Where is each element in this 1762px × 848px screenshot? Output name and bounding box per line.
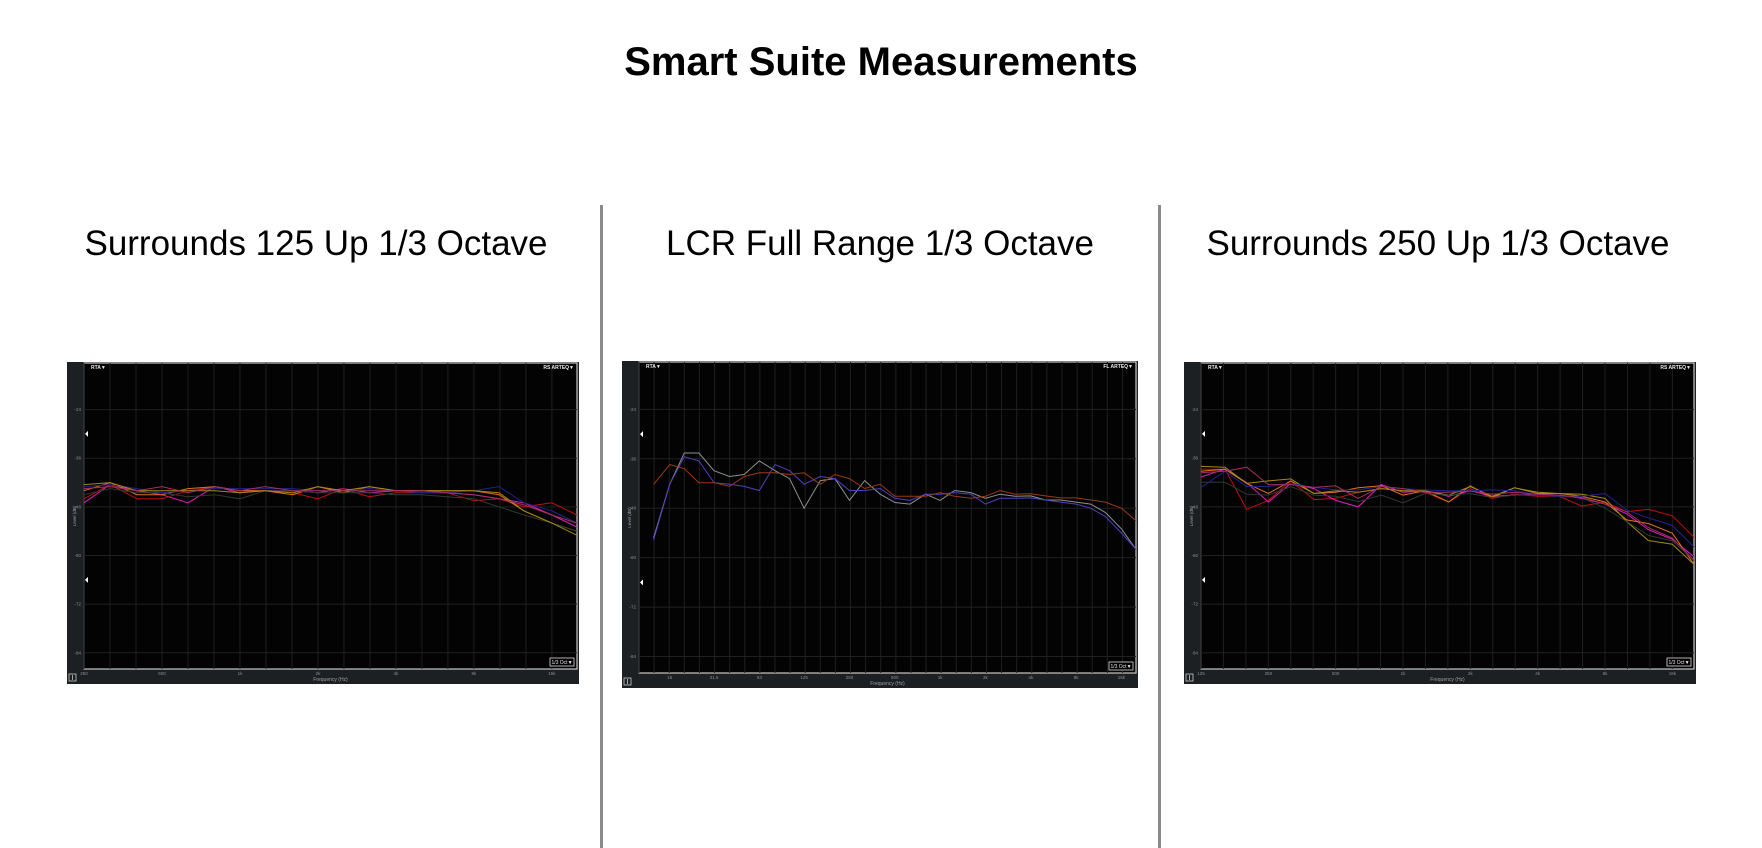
rta-chart-lcr: -24 -36 -48 -60 -72 -84 16 31.5 63 125 250 500 1k 2k 4… [622,361,1138,688]
x-tick-label: 1k [238,671,244,676]
chart-title-surrounds-125: Surrounds 125 Up 1/3 Octave [84,224,548,263]
resolution-dropdown[interactable]: 1/3 Oct▼ [551,660,572,666]
y-tick-label: -60 [1191,553,1198,558]
y-tick-label: -36 [74,456,81,461]
y-tick-label: -60 [74,553,81,558]
expand-icon[interactable] [1185,673,1194,682]
x-tick-label: 250 [80,671,88,676]
y-tick-label: -36 [1191,456,1198,461]
y-tick-label: -84 [629,654,636,659]
y-tick-label: -24 [74,407,81,412]
x-tick-label: 16k [1669,671,1677,676]
channel-dropdown[interactable]: RS ARTEQ▼ [1660,365,1691,371]
y-tick-label: -36 [629,456,636,461]
rta-mode-dropdown[interactable]: RTA▼ [91,365,106,371]
chart-svg: -24 -36 -48 -60 -72 -84 16 31.5 63 125 250 500 1k 2k 4… [623,361,1137,687]
y-tick-label: -60 [629,555,636,560]
chart-title-lcr: LCR Full Range 1/3 Octave [666,224,1094,263]
series-line-trace-1 [653,452,1137,550]
rta-chart-surrounds-250: -24 -36 -48 -60 -72 -84 125 250 500 1k 2k 4k 8k 16k Fr… [1184,362,1696,684]
resolution-dropdown[interactable]: 1/3 Oct▼ [1110,664,1131,670]
y-tick-label: -24 [629,407,636,412]
x-tick-label: 250 [1265,671,1273,676]
resolution-dropdown[interactable]: 1/3 Oct▼ [1668,660,1689,666]
x-tick-label: 2k [1468,671,1474,676]
y-tick-label: -48 [1191,504,1198,509]
expand-icon[interactable] [623,677,632,686]
level-marker-handle[interactable] [1202,430,1205,437]
series-line-trace-2 [83,484,578,516]
series-line-trace-4 [83,488,578,532]
y-tick-label: -72 [74,602,81,607]
level-marker-handle[interactable] [1202,576,1205,583]
level-marker-handle[interactable] [640,579,643,586]
y-tick-label: -72 [1191,602,1198,607]
series-line-trace-2 [653,456,1137,550]
divider-right [1158,205,1161,848]
x-tick-label: 8k [472,671,478,676]
chart-svg: -24 -36 -48 -60 -72 -84 250 500 1k 2k 4k 8k 16k Frequ… [68,362,578,683]
chart-svg: -24 -36 -48 -60 -72 -84 125 250 500 1k 2k 4k 8k 16k Fr… [1185,362,1695,683]
resolution-dropdown-box[interactable] [549,657,575,667]
divider-left [600,205,603,848]
x-tick-label: 4k [394,671,400,676]
x-tick-label: 500 [891,675,899,680]
x-tick-label: 63 [757,675,763,680]
rta-chart-surrounds-125: -24 -36 -48 -60 -72 -84 250 500 1k 2k 4k 8k 16k Frequ… [67,362,579,684]
series-line-trace-7 [83,486,578,524]
resolution-dropdown-box[interactable] [1666,657,1692,667]
level-marker-handle[interactable] [640,431,643,438]
page-title: Smart Suite Measurements [624,40,1138,84]
rta-mode-dropdown[interactable]: RTA▼ [1208,365,1223,371]
x-tick-label: 250 [846,675,854,680]
y-axis-label: Level (dB) [627,507,632,528]
x-tick-label: 2k [983,675,989,680]
y-tick-label: -24 [1191,407,1198,412]
x-tick-label: 16 [667,675,673,680]
x-tick-label: 8k [1603,671,1609,676]
y-tick-label: -48 [74,504,81,509]
y-axis-label: Level (dB) [1189,505,1194,526]
x-axis-label: Frequency (Hz) [313,677,348,683]
plot-area [638,361,1137,674]
channel-dropdown[interactable]: FL ARTEQ▼ [1103,364,1133,370]
series-line-trace-6 [83,482,578,536]
rta-mode-dropdown[interactable]: RTA▼ [646,364,661,370]
x-axis-label: Frequency (Hz) [1430,677,1465,683]
x-tick-label: 125 [800,675,808,680]
level-marker-handle[interactable] [85,430,88,437]
x-tick-label: 125 [1197,671,1205,676]
y-tick-label: -84 [1191,650,1198,655]
x-tick-label: 31.5 [710,675,719,680]
x-axis-label: Frequency (Hz) [870,681,905,687]
x-tick-label: 500 [1332,671,1340,676]
expand-icon[interactable] [68,673,77,682]
x-tick-label: 500 [158,671,166,676]
x-tick-label: 1k [1401,671,1407,676]
x-tick-label: 2k [316,671,322,676]
series-line-trace-3 [1200,468,1695,565]
x-tick-label: 16k [548,671,556,676]
x-tick-label: 4k [1535,671,1541,676]
level-marker-handle[interactable] [85,576,88,583]
resolution-dropdown-box[interactable] [1108,661,1134,671]
y-tick-label: -72 [629,605,636,610]
x-tick-label: 1k [938,675,944,680]
y-tick-label: -48 [629,506,636,511]
channel-dropdown[interactable]: RS ARTEQ▼ [543,365,574,371]
x-tick-label: 16k [1118,675,1126,680]
chart-title-surrounds-250: Surrounds 250 Up 1/3 Octave [1206,224,1670,263]
y-tick-label: -84 [74,650,81,655]
series-line-trace-3 [653,464,1137,521]
x-tick-label: 4k [1028,675,1034,680]
x-tick-label: 8k [1074,675,1080,680]
plot-area [83,362,578,670]
series-line-trace-5 [1201,481,1695,561]
y-axis-label: Level (dB) [72,505,77,526]
series-line-trace-7 [1200,466,1695,561]
